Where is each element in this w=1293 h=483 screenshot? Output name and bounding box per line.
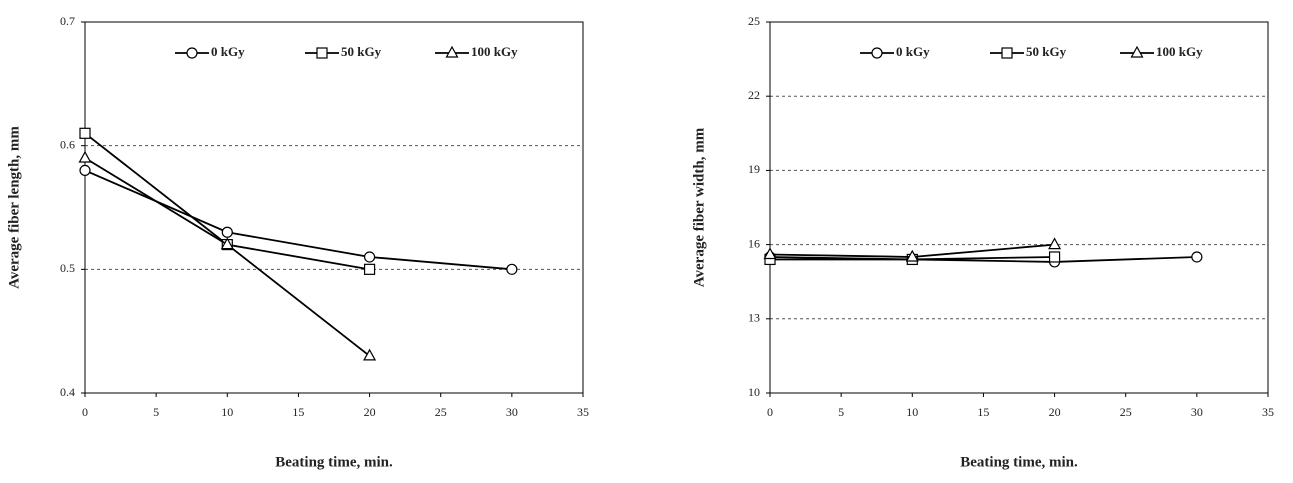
marker — [79, 164, 91, 176]
chart: 10 13 16 19 22 25 0 5 10 15 20 25 30 35 Beating time, … — [691, 14, 1274, 471]
x-tick-label: 20 — [1049, 405, 1061, 419]
y-axis-label: Average fiber width, mm — [691, 127, 707, 287]
y-tick-label: 16 — [748, 236, 760, 250]
marker — [1130, 45, 1144, 58]
marker — [220, 237, 234, 250]
marker — [79, 127, 91, 139]
legend-label: 0 kGy — [211, 44, 245, 59]
legend-item: 50 kGy — [305, 44, 382, 59]
marker — [763, 247, 777, 260]
marker — [363, 263, 376, 275]
marker — [445, 45, 459, 58]
legend-item: 0 kGy — [860, 44, 930, 59]
y-tick-label: 0.7 — [60, 14, 75, 28]
x-tick-label: 30 — [1191, 405, 1203, 419]
x-axis-label: Beating time, min. — [960, 454, 1078, 470]
marker — [221, 226, 233, 238]
legend-label: 100 kGy — [1156, 44, 1203, 59]
marker — [316, 47, 328, 59]
marker — [1001, 47, 1013, 59]
x-tick-label: 0 — [767, 405, 773, 419]
marker — [186, 47, 198, 59]
y-tick-label: 13 — [748, 311, 760, 325]
legend-label: 100 kGy — [471, 44, 518, 59]
y-tick-label: 22 — [748, 88, 760, 102]
marker — [905, 249, 919, 262]
legend-item: 100 kGy — [1120, 44, 1203, 59]
y-axis-label: Average fiber length, mm — [6, 126, 22, 289]
y-tick-label: 25 — [748, 14, 760, 28]
marker — [363, 251, 376, 263]
x-tick-label: 15 — [977, 405, 989, 419]
series-line — [84, 169, 512, 271]
marker — [1191, 251, 1203, 263]
marker — [363, 348, 377, 361]
x-tick-label: 35 — [1262, 405, 1274, 419]
x-tick-label: 5 — [153, 405, 159, 419]
marker — [871, 47, 883, 59]
x-tick-label: 25 — [1120, 405, 1132, 419]
y-tick-label: 10 — [748, 385, 760, 399]
y-tick-label: 0.6 — [60, 137, 75, 151]
x-axis-label: Beating time, min. — [275, 454, 393, 470]
legend-label: 0 kGy — [896, 44, 930, 59]
chart: 0.4 0.5 0.6 0.7 0 5 10 15 20 25 30 35 Beating time, … — [6, 14, 589, 471]
series-line — [769, 256, 1197, 263]
legend-item: 100 kGy — [435, 44, 518, 59]
legend-item: 50 kGy — [990, 44, 1067, 59]
x-tick-label: 20 — [364, 405, 376, 419]
y-tick-label: 0.5 — [60, 261, 75, 275]
x-tick-label: 25 — [435, 405, 447, 419]
legend-item: 0 kGy — [175, 44, 245, 59]
plot-frame — [84, 21, 584, 394]
x-tick-label: 30 — [506, 405, 518, 419]
series-line — [84, 157, 371, 357]
x-tick-label: 0 — [82, 405, 88, 419]
plot-frame — [769, 21, 1269, 394]
x-tick-label: 10 — [221, 405, 233, 419]
x-tick-label: 5 — [838, 405, 844, 419]
legend-label: 50 kGy — [341, 44, 382, 59]
legend-label: 50 kGy — [1026, 44, 1067, 59]
marker — [1048, 237, 1062, 250]
y-tick-label: 19 — [748, 162, 760, 176]
marker — [506, 263, 518, 275]
marker — [1048, 251, 1061, 263]
y-tick-label: 0.4 — [60, 385, 75, 399]
x-tick-label: 10 — [906, 405, 918, 419]
x-tick-label: 35 — [577, 405, 589, 419]
marker — [78, 150, 92, 163]
x-tick-label: 15 — [292, 405, 304, 419]
